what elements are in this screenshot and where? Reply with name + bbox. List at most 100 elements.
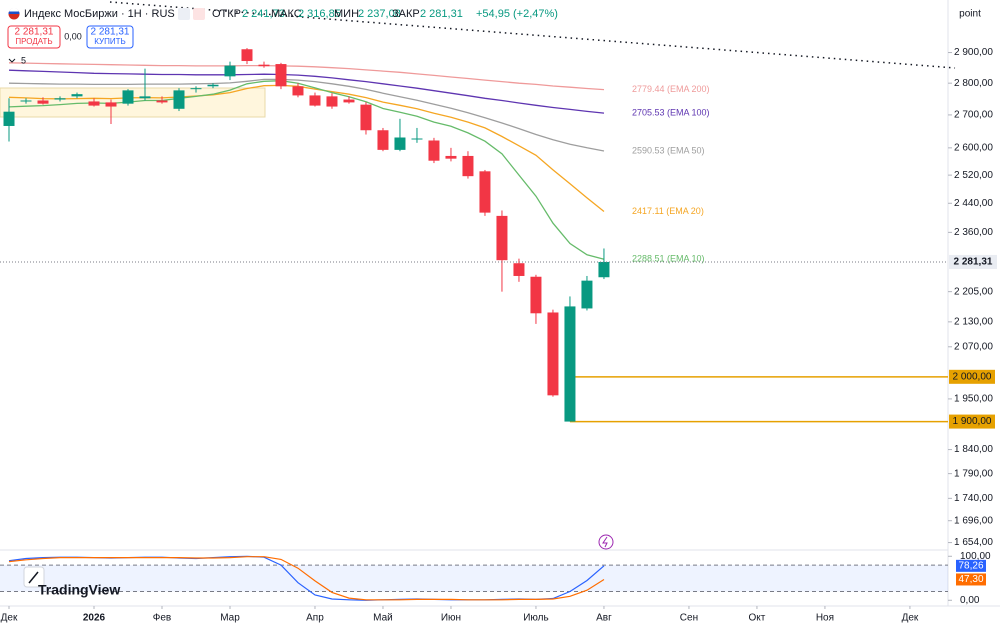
high-label: МАКС	[271, 8, 302, 20]
icon[interactable]	[178, 8, 190, 20]
candle-body	[173, 90, 185, 109]
buy-label: КУПИТЬ	[94, 37, 125, 46]
candle-body	[309, 95, 321, 106]
y-tick-label: 1 740,00	[954, 493, 993, 504]
x-tick-label: Сен	[680, 613, 698, 624]
y-tick-label: 2 800,00	[954, 78, 993, 89]
last-price-label: 2 281,31	[954, 257, 993, 268]
symbol[interactable]: Индекс МосБиржи · 1Н · RUS	[24, 8, 175, 20]
candle-body	[88, 101, 100, 106]
x-tick-label: Июль	[523, 613, 549, 624]
candle-body	[428, 140, 440, 161]
ema-line	[8, 69, 605, 114]
candle-body	[377, 130, 389, 150]
candle-body	[394, 137, 406, 150]
brand: TradingView	[38, 582, 120, 598]
y-tick-label: 2 700,00	[954, 110, 993, 121]
oscillator-value-label: 47,30	[958, 574, 983, 585]
level-label: 2 000,00	[953, 371, 992, 382]
candle-body	[496, 215, 508, 261]
candle-body	[122, 90, 134, 104]
x-tick-label: Ноя	[816, 613, 834, 624]
x-tick-label: Июн	[441, 613, 461, 624]
candle-body	[360, 104, 372, 131]
y-tick-label: 1 696,00	[954, 515, 993, 526]
ema-label: 2288.51 (EMA 10)	[632, 254, 705, 264]
buy-button[interactable]	[86, 25, 134, 49]
candle-body	[462, 155, 474, 177]
candle-body	[71, 94, 83, 97]
oscillator-y-tick-label: 100,00	[960, 551, 991, 562]
x-tick-label: Дек	[1, 613, 18, 624]
candle-body	[513, 263, 525, 276]
candle-body	[326, 96, 338, 107]
icon[interactable]	[193, 8, 205, 20]
event-icon	[602, 536, 608, 548]
spread: 0,00	[64, 31, 82, 41]
candle-body	[207, 84, 219, 87]
candle-body	[190, 88, 202, 90]
y-tick-label: 2 900,00	[954, 47, 993, 58]
sell-button[interactable]	[7, 25, 61, 49]
scale-mode[interactable]: point	[959, 9, 981, 20]
trend-line	[109, 1, 956, 69]
candle-body	[479, 171, 491, 213]
ema-label: 2590.53 (EMA 50)	[632, 145, 705, 155]
x-tick-label: Май	[373, 613, 393, 624]
y-tick-label: 2 520,00	[954, 170, 993, 181]
oscillator-y-tick-label: 0,00	[960, 595, 980, 606]
ema-line	[8, 78, 605, 152]
x-tick-label: Дек	[902, 613, 919, 624]
y-tick-label: 1 654,00	[954, 537, 993, 548]
oscillator-value-box	[956, 559, 986, 572]
candle-body	[411, 138, 423, 140]
oscillator-value-label: 78,26	[958, 560, 983, 571]
ema-label: 2705.53 (EMA 100)	[632, 108, 710, 118]
candle-body	[275, 64, 287, 87]
level-label-box	[949, 369, 995, 384]
drawing-tool-icon	[28, 571, 39, 584]
candle-body	[530, 276, 542, 314]
y-tick-label: 2 205,00	[954, 286, 993, 297]
candle-body	[224, 65, 236, 77]
ema-line	[8, 84, 605, 213]
x-tick-label: Авг	[596, 613, 612, 624]
low-label: МИН	[334, 8, 359, 20]
oscillator-line	[8, 556, 605, 601]
event-icon[interactable]	[598, 534, 614, 550]
candle-body	[105, 102, 117, 107]
oscillator-value-box	[956, 573, 986, 586]
x-tick-label: 2026	[83, 613, 106, 624]
candle-body	[343, 99, 355, 103]
candle-body	[292, 86, 304, 96]
sell-label: ПРОДАТЬ	[15, 37, 52, 46]
x-tick-label: Мар	[220, 613, 240, 624]
open-label: ОТКР	[212, 8, 241, 20]
collapse-icon[interactable]	[8, 58, 16, 63]
ema-line	[8, 62, 605, 91]
ema-label: 2417.11 (EMA 20)	[632, 206, 704, 216]
y-tick-label: 1 950,00	[954, 394, 993, 405]
sell-price: 2 281,31	[15, 27, 54, 38]
candle-body	[241, 49, 253, 62]
candle-body	[547, 312, 559, 396]
change-value: +54,95 (+2,47%)	[476, 8, 558, 20]
buy-price: 2 281,31	[91, 27, 130, 38]
x-tick-label: Апр	[306, 613, 324, 624]
candle-body	[37, 100, 49, 104]
candle-body	[3, 111, 15, 126]
y-tick-label: 2 440,00	[954, 198, 993, 209]
x-tick-label: Окт	[749, 613, 766, 624]
indicator-count[interactable]: 5	[21, 55, 26, 65]
low-value: 2 237,08	[358, 8, 401, 20]
candle-body	[258, 64, 270, 67]
x-tick-label: Фев	[153, 613, 171, 624]
ema-label: 2779.44 (EMA 200)	[632, 84, 710, 94]
candle-body	[581, 280, 593, 309]
candle-body	[445, 155, 457, 159]
high-value: 2 316,85	[298, 8, 341, 20]
y-tick-label: 2 360,00	[954, 227, 993, 238]
y-tick-label: 2 600,00	[954, 142, 993, 153]
